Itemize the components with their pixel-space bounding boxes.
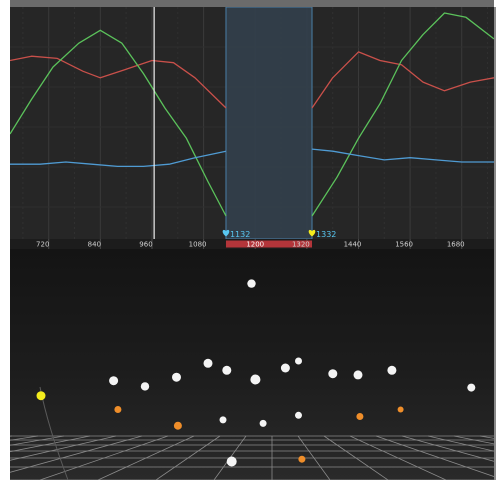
scene-object-white[interactable] — [328, 369, 338, 379]
curve-segment[interactable] — [311, 148, 494, 163]
scene-object-orange[interactable] — [114, 406, 122, 413]
scene-object-white[interactable] — [387, 365, 397, 375]
floor-line — [453, 435, 494, 445]
scene-object-orange[interactable] — [173, 421, 182, 430]
scene-object-white[interactable] — [247, 279, 256, 288]
floor-line — [97, 435, 195, 480]
scene-object-orange[interactable] — [397, 406, 404, 413]
range-bar[interactable] — [225, 240, 313, 248]
animation-curves[interactable] — [10, 12, 494, 217]
curve-segment[interactable] — [10, 150, 227, 168]
window-right-edge — [494, 7, 496, 480]
scene-object-white[interactable] — [203, 358, 213, 368]
curve-segment[interactable] — [10, 55, 227, 109]
floor-line — [10, 435, 65, 446]
floor-line — [10, 435, 143, 473]
scene-object-orange[interactable] — [356, 413, 364, 420]
scene-object-white[interactable] — [467, 383, 476, 392]
scene-object-white[interactable] — [250, 374, 261, 385]
scene-object-orange[interactable] — [298, 455, 306, 463]
scene-object-white[interactable] — [172, 372, 181, 382]
curve-segment[interactable] — [10, 29, 227, 217]
scene-object-white[interactable] — [109, 376, 119, 386]
scene-object-white[interactable] — [295, 411, 302, 419]
tick-label: 1680 — [447, 241, 465, 249]
tick-label: 1080 — [189, 241, 207, 249]
range-end-marker-icon[interactable] — [308, 229, 316, 237]
tick-labels: 720 840 960 1080 1320 1440 1560 1680 — [36, 241, 465, 249]
floor-line — [323, 435, 389, 480]
scene-object-yellow[interactable] — [36, 391, 46, 401]
floor-line — [297, 435, 331, 480]
floor-line — [155, 435, 221, 480]
animation-editor: 720 840 960 1080 1320 1440 1560 1680 1200 1132 … — [10, 7, 494, 480]
tick-label: 960 — [139, 241, 152, 249]
scene-objects[interactable] — [36, 279, 476, 467]
curve-segment[interactable] — [311, 51, 494, 109]
editor-canvas: 720 840 960 1080 1320 1440 1560 1680 1200 1132 … — [10, 7, 494, 480]
selection-range[interactable] — [225, 7, 313, 240]
floor-line — [349, 435, 447, 480]
range-start-label: 1132 — [230, 230, 250, 239]
floor-line — [39, 435, 169, 480]
range-end-label: 1332 — [316, 230, 336, 239]
tick-label: 1320 — [292, 241, 310, 249]
scene-object-white[interactable] — [140, 382, 150, 391]
scene-object-white[interactable] — [219, 416, 227, 424]
tick-label: 840 — [88, 241, 101, 249]
tick-label: 720 — [36, 241, 49, 249]
range-center-label: 1200 — [246, 241, 264, 249]
scene-object-white[interactable] — [295, 357, 302, 365]
scene-object-white[interactable] — [226, 456, 237, 467]
floor-line — [427, 435, 494, 452]
floor-line — [10, 435, 91, 453]
window-top-strip — [10, 0, 494, 7]
floor-line — [10, 435, 117, 461]
scene-object-white[interactable] — [259, 419, 267, 427]
scene-object-white[interactable] — [222, 365, 232, 375]
floor-grid — [10, 435, 494, 480]
scene-object-white[interactable] — [280, 363, 290, 373]
curve-segment[interactable] — [311, 12, 494, 217]
scene-object-white[interactable] — [353, 370, 363, 380]
tick-label: 1560 — [395, 241, 413, 249]
floor-line — [375, 435, 494, 477]
tick-label: 1440 — [344, 241, 362, 249]
range-start-marker-icon[interactable] — [222, 229, 230, 237]
floor-line — [401, 435, 494, 462]
